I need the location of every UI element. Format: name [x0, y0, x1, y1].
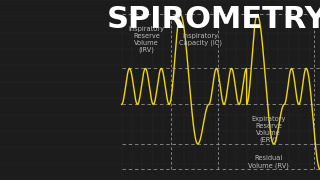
- Text: Inspiratory
Reserve
Volume
(IRV): Inspiratory Reserve Volume (IRV): [128, 26, 164, 53]
- Text: Residual
Volume (RV): Residual Volume (RV): [248, 155, 289, 169]
- Text: Inspiratory
Capacity (IC): Inspiratory Capacity (IC): [179, 33, 222, 46]
- Text: SPIROMETRY: SPIROMETRY: [107, 5, 320, 34]
- Text: Expiratory
Reserve
Volume
(ERV): Expiratory Reserve Volume (ERV): [252, 116, 286, 143]
- Bar: [0, 0, 122, 180]
- Bar: [122, 0, 320, 180]
